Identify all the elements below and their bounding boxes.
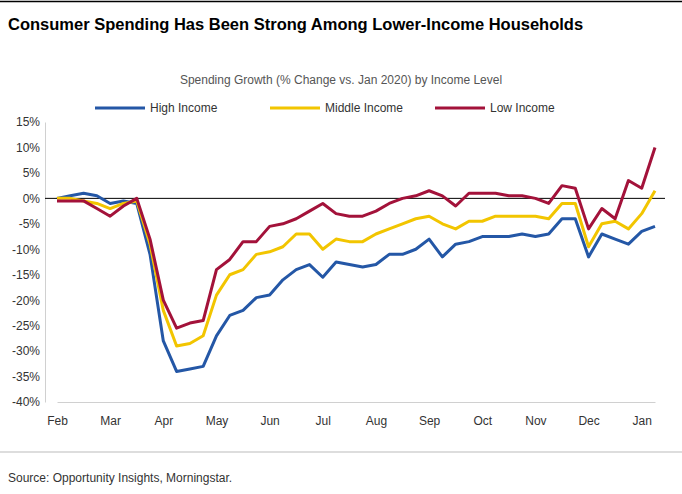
x-tick: Apr <box>154 402 173 428</box>
source: Source: Opportunity Insights, Morningsta… <box>8 471 232 485</box>
y-axis: 15% 10% 5% 0% -5% -10% -15% -20% -25% -30% -35% -40… <box>12 115 46 409</box>
x-tick: Jan <box>633 402 652 428</box>
x-tick: Sep <box>419 402 441 428</box>
y-tick: 15% <box>16 115 45 129</box>
tick-label: Apr <box>154 414 173 428</box>
y-tick: -30% <box>12 344 45 358</box>
y-tick: -35% <box>12 370 45 384</box>
y-tick: -15% <box>12 268 45 282</box>
tick-label: Mar <box>100 414 121 428</box>
chart: Consumer Spending Has Been Strong Among … <box>0 0 682 494</box>
tick-label: -10% <box>12 243 40 257</box>
x-tick: Jun <box>260 402 279 428</box>
x-tick: Nov <box>525 402 546 428</box>
tick-label: -25% <box>12 319 40 333</box>
tick-label: Dec <box>578 414 599 428</box>
y-tick: -25% <box>12 319 45 333</box>
source-rule <box>0 452 682 453</box>
y-tick: -20% <box>12 294 45 308</box>
legend: High Income Middle Income Low Income <box>95 101 555 115</box>
x-tick: Feb <box>47 402 68 428</box>
legend-label: Low Income <box>490 101 555 115</box>
tick-label: -15% <box>12 268 40 282</box>
x-tick: Jul <box>316 402 331 428</box>
series-line <box>57 193 655 371</box>
tick-label: -30% <box>12 344 40 358</box>
tick-label: -35% <box>12 370 40 384</box>
x-tick: Aug <box>366 402 387 428</box>
tick-label: Sep <box>419 414 441 428</box>
y-tick: 5% <box>23 166 45 180</box>
x-tick: May <box>206 402 229 428</box>
legend-swatch <box>95 107 145 110</box>
y-tick: 10% <box>16 141 45 155</box>
axis-line <box>45 123 46 403</box>
x-axis: Feb Mar Apr May Jun Jul Aug Sep Oct Nov Dec Jan <box>47 402 655 428</box>
y-tick: -40% <box>12 395 45 409</box>
x-tick: Mar <box>100 402 121 428</box>
tick-label: Aug <box>366 414 387 428</box>
tick-label: -5% <box>19 217 41 231</box>
y-tick: 0% <box>23 192 45 206</box>
top-rule <box>0 1 682 3</box>
series-line <box>57 191 655 346</box>
tick-label: 0% <box>23 192 41 206</box>
tick-label: Jun <box>260 414 279 428</box>
tick-label: Oct <box>473 414 492 428</box>
tick-label: -40% <box>12 395 40 409</box>
tick-label: Nov <box>525 414 546 428</box>
tick-label: 5% <box>23 166 41 180</box>
tick-label: 10% <box>16 141 40 155</box>
tick-label: Feb <box>47 414 68 428</box>
tick-label: May <box>206 414 229 428</box>
tick-label: Jul <box>316 414 331 428</box>
legend-swatch <box>270 107 320 110</box>
tick-label: Jan <box>633 414 652 428</box>
legend-swatch <box>435 107 485 110</box>
subtitle: Spending Growth (% Change vs. Jan 2020) … <box>180 73 502 87</box>
x-tick: Dec <box>578 402 599 428</box>
legend-label: High Income <box>150 101 218 115</box>
tick-label: -20% <box>12 294 40 308</box>
legend-label: Middle Income <box>325 101 403 115</box>
plot-area <box>57 147 655 371</box>
tick-label: 15% <box>16 115 40 129</box>
title: Consumer Spending Has Been Strong Among … <box>8 15 583 33</box>
y-tick: -10% <box>12 243 45 257</box>
x-tick: Oct <box>473 402 492 428</box>
series-line <box>57 147 655 328</box>
axis-line <box>58 402 656 403</box>
y-tick: -5% <box>19 217 45 231</box>
